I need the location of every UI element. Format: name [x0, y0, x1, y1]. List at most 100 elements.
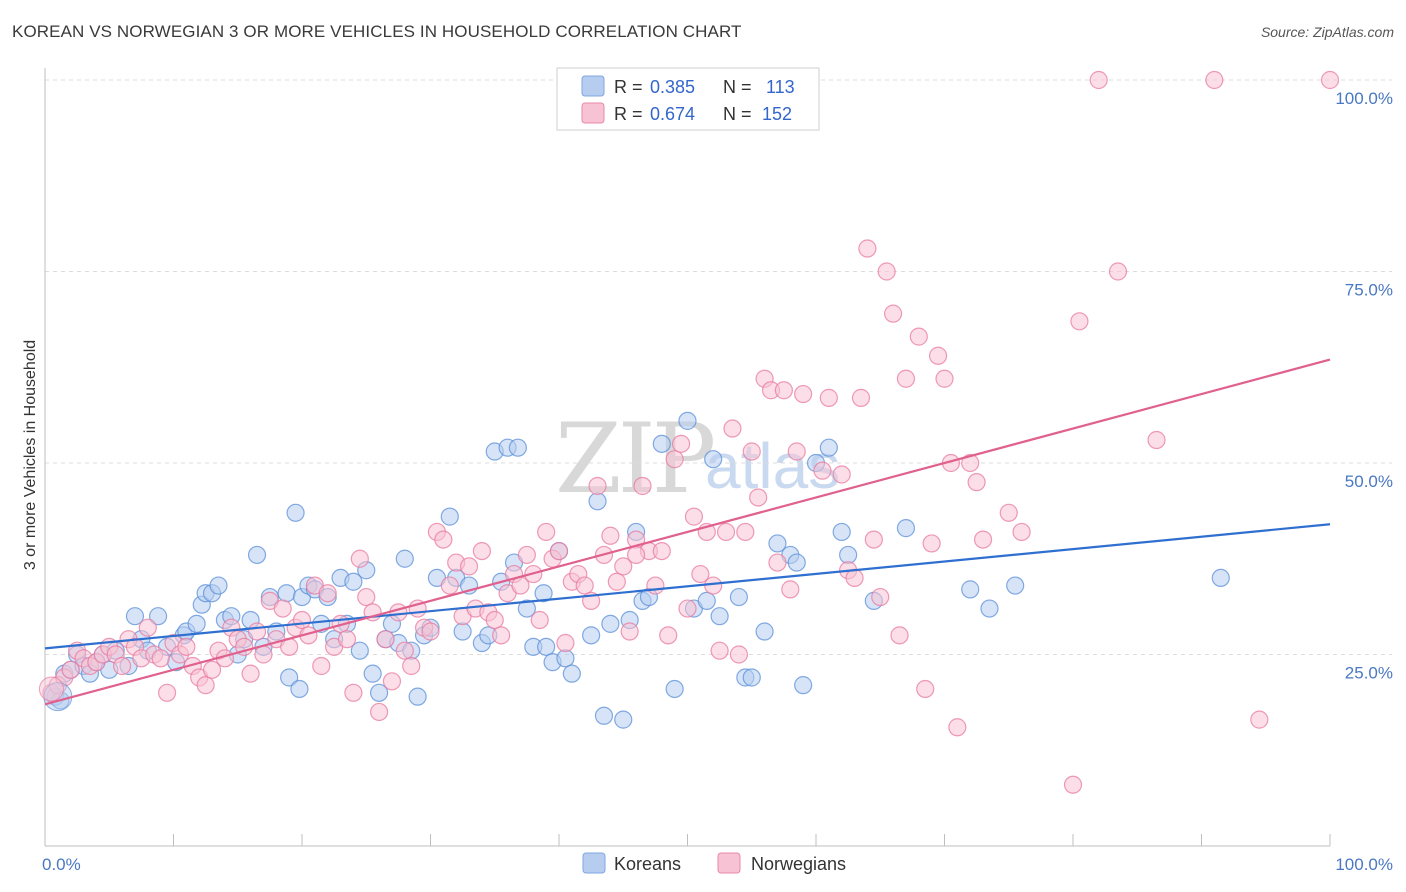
- data-point: [453, 622, 472, 641]
- data-point: [614, 557, 633, 576]
- data-point: [659, 626, 678, 645]
- data-point: [61, 660, 80, 679]
- data-point: [896, 519, 916, 538]
- data-point: [749, 488, 768, 507]
- data-point: [620, 622, 639, 641]
- legend-swatch-norwegians: [581, 102, 605, 124]
- data-point: [1205, 70, 1224, 90]
- data-point: [1070, 312, 1089, 331]
- axes: [44, 68, 1331, 847]
- legend-r-value: 0.385: [650, 77, 695, 97]
- bottom-legend-swatch-koreans: [582, 852, 606, 874]
- data-point: [472, 541, 491, 561]
- data-point: [247, 545, 267, 565]
- data-point: [389, 603, 408, 622]
- data-point: [370, 702, 389, 722]
- data-point: [395, 641, 414, 660]
- data-point: [646, 576, 665, 595]
- data-point: [819, 438, 838, 457]
- data-point: [492, 626, 511, 645]
- data-point: [697, 591, 716, 610]
- data-point: [148, 607, 168, 626]
- data-point: [909, 327, 928, 346]
- legend-swatch-koreans: [581, 75, 605, 97]
- data-point: [768, 534, 787, 553]
- legend-n-value: 113: [766, 77, 795, 97]
- data-point: [196, 676, 215, 695]
- y-tick-label: 100.0%: [1335, 89, 1393, 108]
- data-point: [350, 549, 369, 568]
- data-point: [485, 610, 504, 630]
- data-point: [357, 587, 376, 607]
- data-point: [1012, 522, 1031, 542]
- legend-n-label: N =: [723, 104, 752, 124]
- data-point: [935, 369, 954, 388]
- data-point: [138, 618, 157, 637]
- data-point: [819, 388, 838, 407]
- data-point: [344, 683, 363, 702]
- data-point: [562, 664, 581, 683]
- data-point: [209, 576, 228, 595]
- data-point: [614, 710, 633, 729]
- data-point: [768, 553, 787, 572]
- data-point: [851, 388, 871, 407]
- data-point: [832, 465, 851, 484]
- data-point: [280, 668, 299, 687]
- data-point: [286, 503, 305, 522]
- legend-n-label: N =: [723, 77, 752, 97]
- data-point: [1089, 70, 1108, 90]
- data-point: [530, 610, 549, 630]
- trend-line-koreans: [44, 523, 1331, 650]
- trend-line-norwegians: [44, 358, 1331, 706]
- data-point: [370, 683, 389, 702]
- data-point: [665, 679, 684, 699]
- grid-lines: [45, 79, 1392, 655]
- data-point: [787, 442, 806, 461]
- data-point: [582, 626, 601, 645]
- data-point: [537, 637, 556, 656]
- data-point: [781, 580, 800, 599]
- data-point: [652, 434, 671, 453]
- data-point: [961, 580, 980, 599]
- data-point: [575, 576, 594, 595]
- data-point: [755, 622, 774, 641]
- data-point: [916, 679, 935, 699]
- data-point: [883, 304, 903, 323]
- data-point: [736, 522, 755, 542]
- data-point: [1211, 568, 1230, 588]
- data-point: [794, 676, 813, 695]
- data-point: [1250, 710, 1269, 729]
- data-point: [247, 622, 267, 641]
- data-point: [517, 599, 536, 618]
- data-point: [177, 637, 196, 656]
- data-point: [1108, 262, 1128, 281]
- data-point: [601, 526, 620, 545]
- data-point: [421, 622, 440, 641]
- x-tick-label: 0.0%: [42, 855, 81, 874]
- data-point: [871, 587, 890, 607]
- data-point: [508, 438, 527, 457]
- data-point: [684, 507, 704, 526]
- data-point: [395, 549, 414, 568]
- data-point: [704, 450, 723, 469]
- data-point: [723, 419, 742, 438]
- data-point: [534, 584, 553, 603]
- data-point: [594, 706, 614, 725]
- data-point: [376, 630, 395, 649]
- data-point: [1320, 70, 1340, 90]
- bottom-legend-label-norwegians: Norwegians: [751, 854, 846, 874]
- data-point: [112, 656, 132, 676]
- data-point: [337, 630, 357, 649]
- data-point: [626, 545, 646, 565]
- data-point: [318, 584, 337, 603]
- data-point: [607, 572, 626, 591]
- data-point: [794, 384, 813, 404]
- data-point: [671, 434, 691, 453]
- data-point: [729, 645, 749, 664]
- data-point: [877, 262, 896, 281]
- data-point: [691, 564, 710, 584]
- data-point: [588, 492, 607, 511]
- data-point: [290, 679, 309, 699]
- data-point: [151, 649, 170, 668]
- data-point: [241, 664, 260, 683]
